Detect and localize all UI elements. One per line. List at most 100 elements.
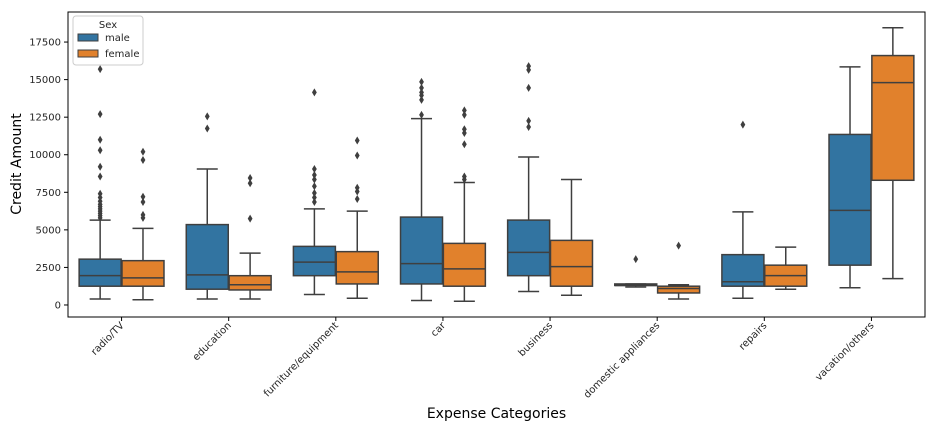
y-tick-label: 7500 [36,188,61,199]
y-tick-label: 17500 [29,38,61,49]
outlier-car-male [419,110,424,119]
legend-swatch-male [77,33,99,42]
box-furniture-equipment-female [335,136,379,299]
outlier-radio-tv-male [97,146,103,155]
outlier-car-male [419,77,424,86]
outlier-education-female [247,214,253,223]
legend-label-female: female [105,49,139,60]
outlier-furniture-equipment-male [311,182,317,191]
outlier-car-female [461,106,467,115]
y-tick-label: 10000 [29,150,61,161]
outlier-car-female [461,140,467,149]
box-body-education-male [185,223,230,290]
box-furniture-equipment-male [292,88,337,296]
outlier-education-female [247,179,253,188]
box-body-repairs-male [721,253,765,287]
outlier-domestic-appliances-male [633,255,639,264]
box-car-male [399,77,444,302]
outlier-car-male [419,88,424,97]
box-education-male [185,112,230,300]
box-body-vacation-others-female [871,54,915,182]
box-radio-tv-female [121,147,165,301]
outlier-furniture-equipment-female [354,136,360,145]
box-body-radio-tv-male [78,258,122,287]
box-body-domestic-appliances-female [656,285,701,294]
box-body-business-male [506,219,551,277]
box-car-female [442,106,487,302]
y-tick-label: 15000 [29,75,61,86]
legend-label-male: male [105,33,130,44]
outlier-radio-tv-male [97,172,103,181]
outlier-business-male [526,122,532,131]
y-tick-label: 5000 [36,225,61,236]
box-repairs-female [763,246,808,290]
box-domestic-appliances-male [614,255,658,288]
box-repairs-male [721,120,765,299]
x-tick-label: furniture/equipment [262,320,341,399]
outlier-car-male [419,83,424,92]
box-body-education-female [228,274,272,291]
box-body-vacation-others-male [828,133,872,266]
box-body-radio-tv-female [121,259,165,287]
outlier-radio-tv-female [140,198,146,207]
outlier-radio-tv-male [97,65,103,74]
outlier-business-male [526,83,532,92]
outlier-furniture-equipment-male [311,189,317,198]
outlier-furniture-equipment-female [354,183,360,192]
box-body-furniture-equipment-female [335,250,379,285]
outlier-repairs-male [740,120,746,129]
y-tick-label: 12500 [29,113,61,124]
outlier-furniture-equipment-male [311,88,317,97]
outlier-radio-tv-male [97,189,103,198]
outlier-furniture-equipment-male [311,171,317,180]
outlier-radio-tv-male [97,110,103,119]
x-tick-label: car [429,320,449,340]
y-tick-label: 2500 [36,263,61,274]
legend-swatch-female [77,49,99,58]
outlier-business-male [526,116,532,125]
outlier-car-female [461,125,467,134]
outlier-radio-tv-male [97,162,103,171]
legend: Sex male female [72,15,144,66]
box-body-business-female [549,239,594,287]
outlier-car-female [461,172,467,181]
x-tick-label: education [191,320,234,363]
outlier-education-male [204,124,210,133]
x-tick-label: domestic appliances [582,320,662,400]
outlier-furniture-equipment-male [311,193,317,202]
plot-area: 0 2500 5000 7500 10000 12500 15000 17500 radio/T… [29,11,926,401]
outlier-radio-tv-female [140,210,146,219]
box-education-female [228,174,272,300]
outlier-radio-tv-female [140,192,146,201]
outlier-radio-tv-female [140,155,146,164]
y-tick-label: 0 [55,300,61,311]
x-tick-label: business [517,320,556,359]
box-vacation-others-female [871,27,915,280]
box-body-car-female [442,242,487,287]
box-vacation-others-male [828,66,872,289]
box-radio-tv-male [78,65,122,300]
x-tick-label: repairs [737,320,769,352]
y-axis-title: Credit Amount [9,113,25,215]
box-domestic-appliances-female [656,241,701,300]
legend-title: Sex [99,20,117,31]
outlier-furniture-equipment-female [354,151,360,160]
axes-frame [67,11,926,318]
outlier-car-female [461,110,467,119]
outlier-domestic-appliances-female [676,241,682,250]
box-body-car-male [399,216,444,285]
box-business-female [549,178,594,296]
box-business-male [506,62,551,293]
outlier-furniture-equipment-female [354,195,360,204]
x-tick-label: radio/TV [89,320,126,357]
outlier-education-female [247,174,253,183]
outlier-furniture-equipment-male [311,198,317,207]
x-axis-title: Expense Categories [427,406,566,422]
outlier-education-male [204,112,210,121]
outlier-radio-tv-male [97,135,103,144]
outlier-business-male [526,62,532,71]
outlier-radio-tv-female [140,147,146,156]
outlier-furniture-equipment-male [311,175,317,184]
outlier-car-male [419,95,424,104]
